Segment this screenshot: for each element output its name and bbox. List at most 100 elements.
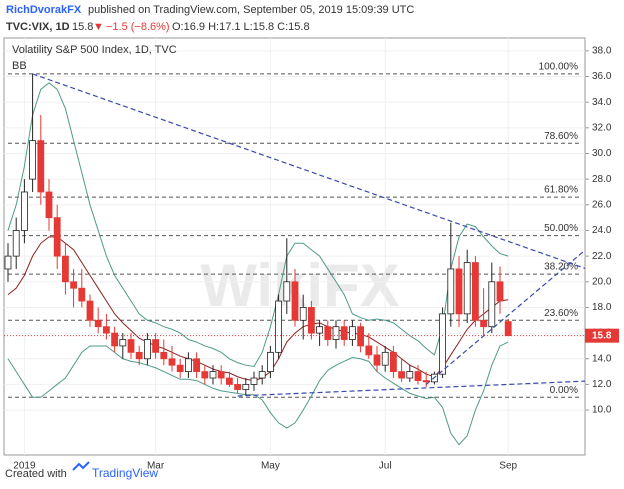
candle-body: [135, 351, 143, 360]
y-tick-label: 34.0: [592, 97, 612, 108]
candle-body: [103, 326, 110, 334]
footer-brand[interactable]: TradingView: [92, 466, 158, 480]
candle-body: [406, 371, 414, 379]
candle-body: [45, 191, 53, 219]
candle-body: [29, 140, 37, 180]
change: −1.5 (−8.6%): [106, 21, 170, 33]
candle-body: [348, 326, 356, 340]
y-tick-label: 10.0: [592, 405, 612, 416]
candle-body: [291, 281, 299, 321]
symbol: TVC:VIX, 1D: [6, 21, 70, 33]
candle-body: [217, 371, 225, 379]
bollinger-line: [7, 82, 509, 368]
candle-body: [299, 307, 307, 321]
x-tick-label: Jul: [379, 461, 392, 472]
x-tick-label: Mar: [147, 461, 165, 472]
y-tick-label: 24.0: [592, 225, 612, 236]
fib-label: 38.20%: [544, 262, 578, 273]
candle-body: [488, 281, 496, 328]
candle-body: [70, 281, 77, 289]
candle-body: [209, 371, 217, 379]
last-price-box: [585, 328, 619, 343]
fib-label: 100.00%: [539, 62, 579, 73]
candle-body: [266, 351, 274, 373]
candle-body: [111, 332, 118, 347]
candle-body: [357, 326, 365, 347]
candle-body: [447, 268, 455, 315]
candle-body: [127, 339, 135, 353]
candle-body: [152, 339, 160, 353]
plot-frame: [3, 37, 586, 456]
y-tick-label: 28.0: [592, 174, 612, 185]
indicator: BB: [12, 60, 27, 72]
x-tick-label: May: [261, 461, 280, 472]
candle-body: [86, 300, 94, 321]
candle-body: [20, 191, 28, 231]
author[interactable]: RichDvorakFX: [6, 4, 82, 16]
candle-body: [480, 319, 488, 328]
y-tick-label: 22.0: [592, 251, 612, 262]
trendline: [32, 73, 586, 269]
y-tick-label: 14.0: [592, 353, 612, 364]
candle-body: [316, 326, 324, 334]
candle-body: [365, 345, 373, 356]
candle-body: [504, 321, 512, 337]
candle-body: [496, 281, 504, 302]
candle-body: [234, 384, 242, 390]
candle-body: [193, 358, 201, 372]
candle-body: [389, 351, 397, 373]
candle-body: [340, 326, 348, 340]
candle-body: [53, 217, 61, 257]
candle-body: [422, 380, 430, 383]
candle-body: [283, 281, 291, 302]
candle-body: [201, 371, 209, 379]
candle-body: [242, 384, 250, 390]
candle-body: [160, 351, 168, 360]
candle-body: [184, 358, 192, 372]
fib-label: 78.60%: [544, 131, 578, 142]
published: published on TradingView.com, September …: [88, 4, 414, 16]
candle-body: [12, 230, 20, 257]
candle-body: [78, 287, 86, 302]
y-tick-label: 38.0: [592, 45, 612, 56]
bollinger-line: [7, 236, 509, 382]
candle-body: [119, 339, 127, 347]
fib-label: 61.80%: [544, 185, 578, 196]
candle-body: [275, 300, 283, 353]
x-tick-label: 2019: [13, 461, 36, 472]
candle-body: [94, 319, 102, 328]
y-tick-label: 20.0: [592, 276, 612, 287]
candle-body: [176, 364, 184, 372]
arrow: ▼: [93, 21, 104, 33]
y-tick-label: 12.0: [592, 379, 612, 390]
candle-body: [439, 313, 447, 375]
tv-logo: [72, 461, 90, 471]
candle-body: [463, 262, 471, 315]
candle-body: [398, 371, 406, 379]
chart-title: Volatility S&P 500 Index, 1D, TVC: [12, 44, 177, 56]
candle-body: [250, 377, 258, 385]
y-tick-label: 32.0: [592, 122, 612, 133]
fib-label: 50.00%: [544, 223, 578, 234]
fib-label: 23.60%: [544, 308, 578, 319]
ohlc: O:16.9 H:17.1 L:15.8 C:15.8: [172, 21, 310, 33]
last: 15.8: [72, 21, 93, 33]
trendline: [237, 380, 586, 397]
y-tick-label: 36.0: [592, 71, 612, 82]
candle-body: [332, 326, 340, 340]
y-tick-label: 30.0: [592, 148, 612, 159]
candle-body: [381, 351, 389, 366]
candle-body: [62, 255, 69, 283]
x-tick-label: Sep: [499, 461, 517, 472]
candle-body: [4, 255, 12, 270]
candle-body: [307, 307, 315, 334]
footer-created: Created with: [5, 468, 67, 480]
candle-body: [414, 371, 422, 381]
bollinger-line: [7, 341, 509, 446]
candle-body: [168, 358, 176, 366]
y-tick-label: 18.0: [592, 302, 612, 313]
fib-label: 0.00%: [550, 385, 578, 396]
candle-body: [455, 268, 463, 315]
y-tick-label: 26.0: [592, 199, 612, 210]
